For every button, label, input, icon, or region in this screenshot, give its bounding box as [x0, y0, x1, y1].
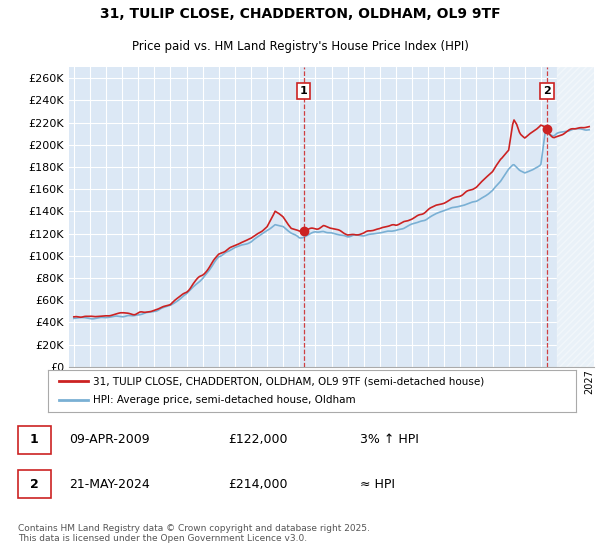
Text: Contains HM Land Registry data © Crown copyright and database right 2025.
This d: Contains HM Land Registry data © Crown c…	[18, 524, 370, 543]
Text: 1: 1	[30, 433, 38, 446]
Text: 2: 2	[543, 86, 551, 96]
Text: 21-MAY-2024: 21-MAY-2024	[69, 478, 150, 491]
Text: £214,000: £214,000	[228, 478, 287, 491]
Text: Price paid vs. HM Land Registry's House Price Index (HPI): Price paid vs. HM Land Registry's House …	[131, 40, 469, 53]
Text: 09-APR-2009: 09-APR-2009	[69, 433, 149, 446]
Text: 1: 1	[300, 86, 308, 96]
Text: 2: 2	[30, 478, 38, 491]
Text: 31, TULIP CLOSE, CHADDERTON, OLDHAM, OL9 9TF (semi-detached house): 31, TULIP CLOSE, CHADDERTON, OLDHAM, OL9…	[93, 376, 484, 386]
Bar	[557, 67, 600, 367]
Text: 3% ↑ HPI: 3% ↑ HPI	[360, 433, 419, 446]
Text: 31, TULIP CLOSE, CHADDERTON, OLDHAM, OL9 9TF: 31, TULIP CLOSE, CHADDERTON, OLDHAM, OL9…	[100, 7, 500, 21]
Bar	[557, 67, 600, 367]
Text: HPI: Average price, semi-detached house, Oldham: HPI: Average price, semi-detached house,…	[93, 395, 356, 405]
Text: £122,000: £122,000	[228, 433, 287, 446]
Text: ≈ HPI: ≈ HPI	[360, 478, 395, 491]
